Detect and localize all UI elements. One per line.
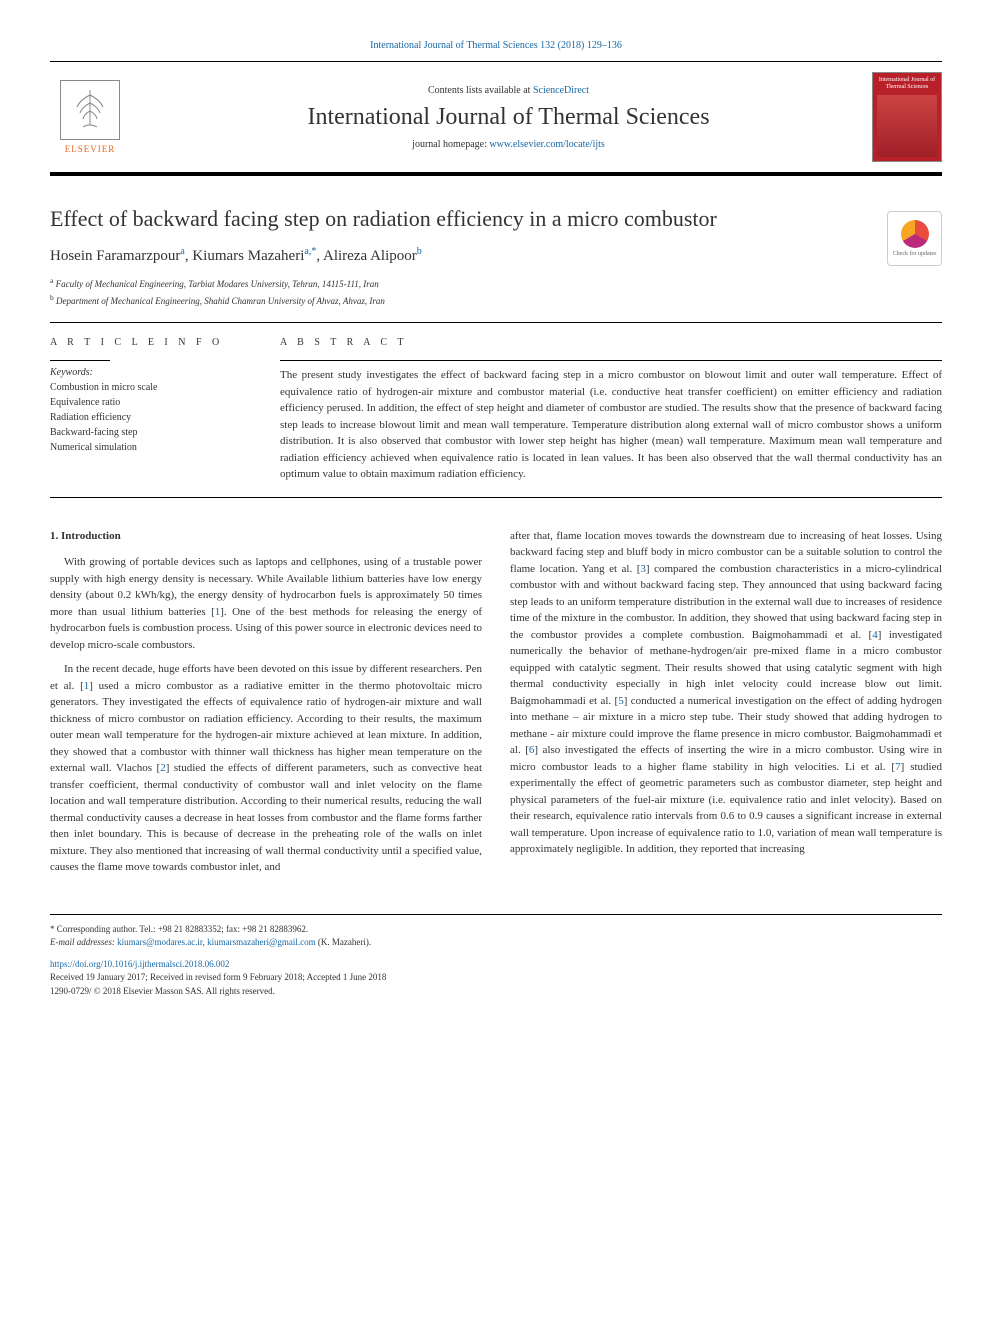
email-label: E-mail addresses: xyxy=(50,937,117,947)
journal-cover-thumbnail: International Journal of Thermal Science… xyxy=(872,72,942,162)
affiliations-block: a Faculty of Mechanical Engineering, Tar… xyxy=(50,275,942,308)
article-info-column: A R T I C L E I N F O Keywords: Combusti… xyxy=(50,337,250,483)
citation-ref[interactable]: 5 xyxy=(618,695,624,707)
divider-bottom xyxy=(50,497,942,498)
citation-ref[interactable]: 1 xyxy=(84,680,90,692)
homepage-prefix: journal homepage: xyxy=(412,139,489,150)
contents-prefix: Contents lists available at xyxy=(428,85,533,96)
received-dates: Received 19 January 2017; Received in re… xyxy=(50,971,942,985)
abstract-text: The present study investigates the effec… xyxy=(280,367,942,483)
journal-homepage-line: journal homepage: www.elsevier.com/locat… xyxy=(145,139,872,150)
article-title: Effect of backward facing step on radiat… xyxy=(50,206,942,232)
body-paragraph: With growing of portable devices such as… xyxy=(50,554,482,653)
keyword-item: Radiation efficiency xyxy=(50,410,250,425)
citation-ref[interactable]: 2 xyxy=(160,762,166,774)
keyword-item: Equivalence ratio xyxy=(50,395,250,410)
author-1-affil: a xyxy=(180,246,184,257)
check-updates-label: Check for updates xyxy=(893,251,937,257)
elsevier-wordmark: ELSEVIER xyxy=(65,144,116,154)
authors-line: Hosein Faramarzpoura, Kiumars Mazaheria,… xyxy=(50,246,942,265)
affil-b-sup: b xyxy=(50,293,54,302)
email-link-2[interactable]: kiumarsmazaheri@gmail.com xyxy=(207,937,316,947)
body-column-right: after that, flame location moves towards… xyxy=(510,528,942,884)
journal-homepage-link[interactable]: www.elsevier.com/locate/ijts xyxy=(489,139,604,150)
corresponding-marker: * xyxy=(311,246,316,257)
author-1: Hosein Faramarzpour xyxy=(50,248,180,264)
sciencedirect-link[interactable]: ScienceDirect xyxy=(533,85,589,96)
masthead: ELSEVIER Contents lists available at Sci… xyxy=(50,61,942,176)
citation-header: International Journal of Thermal Science… xyxy=(50,40,942,51)
journal-title: International Journal of Thermal Science… xyxy=(145,104,872,131)
corresponding-author-note: * Corresponding author. Tel.: +98 21 828… xyxy=(50,923,942,937)
citation-ref[interactable]: 6 xyxy=(529,744,535,756)
crossmark-icon xyxy=(901,220,929,248)
info-divider xyxy=(50,360,110,361)
email-line: E-mail addresses: kiumars@modares.ac.ir,… xyxy=(50,936,942,950)
keyword-item: Combustion in micro scale xyxy=(50,380,250,395)
cover-title-text: International Journal of Thermal Science… xyxy=(877,77,937,91)
email-link-1[interactable]: kiumars@modares.ac.ir xyxy=(117,937,202,947)
body-column-left: 1. Introduction With growing of portable… xyxy=(50,528,482,884)
affil-a-text: Faculty of Mechanical Engineering, Tarbi… xyxy=(56,279,379,289)
citation-ref[interactable]: 1 xyxy=(215,606,221,618)
elsevier-tree-icon xyxy=(60,80,120,140)
cover-body-graphic xyxy=(877,95,937,157)
email-suffix: (K. Mazaheri). xyxy=(316,937,371,947)
keyword-item: Numerical simulation xyxy=(50,440,250,455)
keyword-item: Backward-facing step xyxy=(50,425,250,440)
affil-b-text: Department of Mechanical Engineering, Sh… xyxy=(56,296,385,306)
check-for-updates-badge[interactable]: Check for updates xyxy=(887,211,942,266)
body-paragraph: after that, flame location moves towards… xyxy=(510,528,942,858)
divider-top xyxy=(50,322,942,323)
abstract-heading: A B S T R A C T xyxy=(280,337,942,348)
footnotes-block: * Corresponding author. Tel.: +98 21 828… xyxy=(50,914,942,999)
citation-ref[interactable]: 3 xyxy=(640,563,646,575)
author-3-affil: b xyxy=(417,246,422,257)
author-3: Alireza Alipoor xyxy=(323,248,417,264)
contents-available-line: Contents lists available at ScienceDirec… xyxy=(145,85,872,96)
abstract-column: A B S T R A C T The present study invest… xyxy=(280,337,942,483)
elsevier-logo: ELSEVIER xyxy=(50,72,130,162)
abstract-divider xyxy=(280,360,942,361)
body-paragraph: In the recent decade, huge efforts have … xyxy=(50,661,482,876)
author-2: Kiumars Mazaheri xyxy=(192,248,304,264)
copyright-line: 1290-0729/ © 2018 Elsevier Masson SAS. A… xyxy=(50,985,942,999)
keywords-label: Keywords: xyxy=(50,367,250,378)
citation-ref[interactable]: 7 xyxy=(895,761,901,773)
citation-ref[interactable]: 4 xyxy=(872,629,878,641)
doi-link[interactable]: https://doi.org/10.1016/j.ijthermalsci.2… xyxy=(50,959,229,969)
affil-a-sup: a xyxy=(50,276,53,285)
section-1-heading: 1. Introduction xyxy=(50,528,482,545)
keywords-list: Combustion in micro scale Equivalence ra… xyxy=(50,380,250,455)
article-info-heading: A R T I C L E I N F O xyxy=(50,337,250,348)
